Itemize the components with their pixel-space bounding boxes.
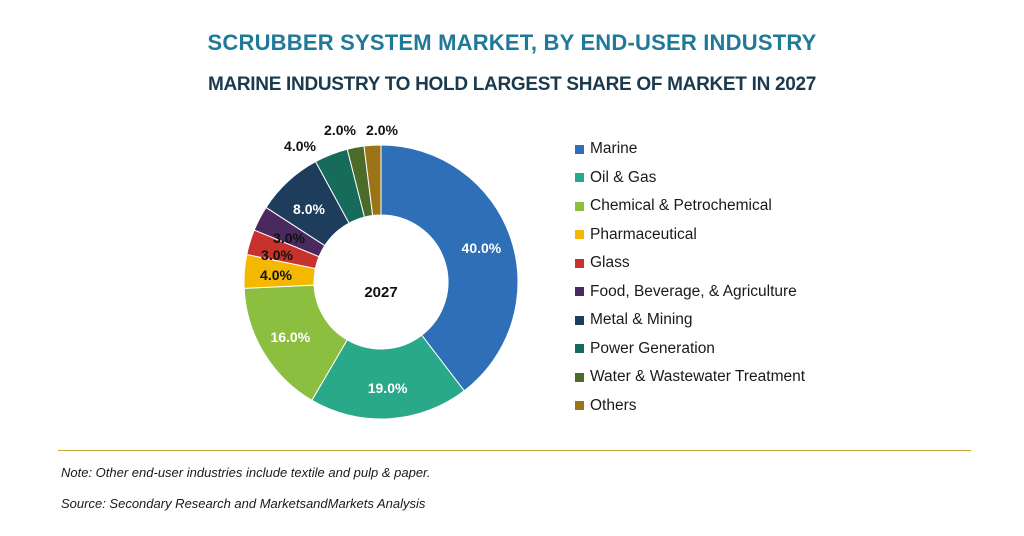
center-year-label: 2027	[364, 284, 397, 301]
legend-label: Power Generation	[590, 339, 715, 357]
legend-swatch	[575, 401, 584, 411]
slice-label-chemical-petrochemical: 16.0%	[270, 329, 310, 345]
legend-item-glass: Glass	[575, 249, 805, 278]
legend-swatch	[575, 372, 584, 382]
legend-label: Marine	[590, 140, 638, 158]
legend-item-metal-mining: Metal & Mining	[575, 306, 805, 335]
chart-title: SCRUBBER SYSTEM MARKET, BY END-USER INDU…	[207, 30, 817, 55]
legend-label: Water & Wastewater Treatment	[590, 368, 806, 386]
legend-swatch	[575, 201, 584, 211]
legend-item-pharmaceutical: Pharmaceutical	[575, 221, 805, 250]
legend-item-food-beverage-agriculture: Food, Beverage, & Agriculture	[575, 278, 805, 307]
donut-chart: 40.0% 19.0% 16.0% 4.0% 3.0%3.0% 8.0% 4.0% 2.0% 2…	[243, 122, 519, 420]
legend-label: Others	[590, 396, 637, 414]
slice-label-oil-gas: 19.0%	[368, 380, 408, 396]
footnote: Note: Other end-user industries include …	[61, 465, 431, 480]
legend: Marine Oil & Gas Chemical & Petrochemical P…	[575, 135, 805, 420]
legend-item-power-generation: Power Generation	[575, 335, 805, 364]
slice-label-marine: 40.0%	[462, 240, 502, 256]
slice-label-power-generation: 4.0%	[284, 138, 316, 154]
legend-item-marine: Marine	[575, 135, 805, 164]
slice-labels: 40.0% 19.0% 16.0% 4.0% 3.0%3.0% 8.0% 4.0% 2.0% 2…	[260, 122, 502, 396]
legend-label: Oil & Gas	[590, 168, 657, 186]
slice-others	[363, 144, 382, 217]
legend-label: Metal & Mining	[590, 311, 693, 329]
legend-label: Pharmaceutical	[590, 225, 697, 243]
legend-swatch	[575, 144, 584, 154]
footer-divider	[58, 450, 971, 451]
slice-marine	[380, 144, 519, 392]
slice-label-pharmaceutical: 4.0%	[260, 267, 292, 283]
legend-item-oil-gas: Oil & Gas	[575, 164, 805, 193]
slice-oil-gas	[311, 334, 465, 420]
source-line: Source: Secondary Research and Marketsan…	[61, 496, 426, 511]
legend-label: Food, Beverage, & Agriculture	[590, 282, 797, 300]
legend-swatch	[575, 344, 584, 354]
legend-swatch	[575, 230, 584, 240]
legend-swatch	[575, 173, 584, 183]
legend-label: Chemical & Petrochemical	[590, 197, 772, 215]
slice-label-water-wastewater-treatment: 2.0%	[324, 122, 356, 138]
legend-label: Glass	[590, 254, 630, 272]
legend-item-others: Others	[575, 392, 805, 421]
legend-swatch	[575, 287, 584, 297]
slice-label-food-beverage-agriculture: 3.0%	[273, 230, 305, 246]
legend-item-water-wastewater-treatment: Water & Wastewater Treatment	[575, 363, 805, 392]
legend-item-chemical-petrochemical: Chemical & Petrochemical	[575, 192, 805, 221]
legend-swatch	[575, 315, 584, 325]
donut-slices	[243, 144, 519, 420]
slice-label-others: 2.0%	[366, 122, 398, 138]
legend-swatch	[575, 258, 584, 268]
slice-label-glass: 3.0%	[261, 247, 293, 263]
chart-subtitle: MARINE INDUSTRY TO HOLD LARGEST SHARE OF…	[207, 74, 817, 95]
slice-label-metal-mining: 8.0%	[293, 201, 325, 217]
